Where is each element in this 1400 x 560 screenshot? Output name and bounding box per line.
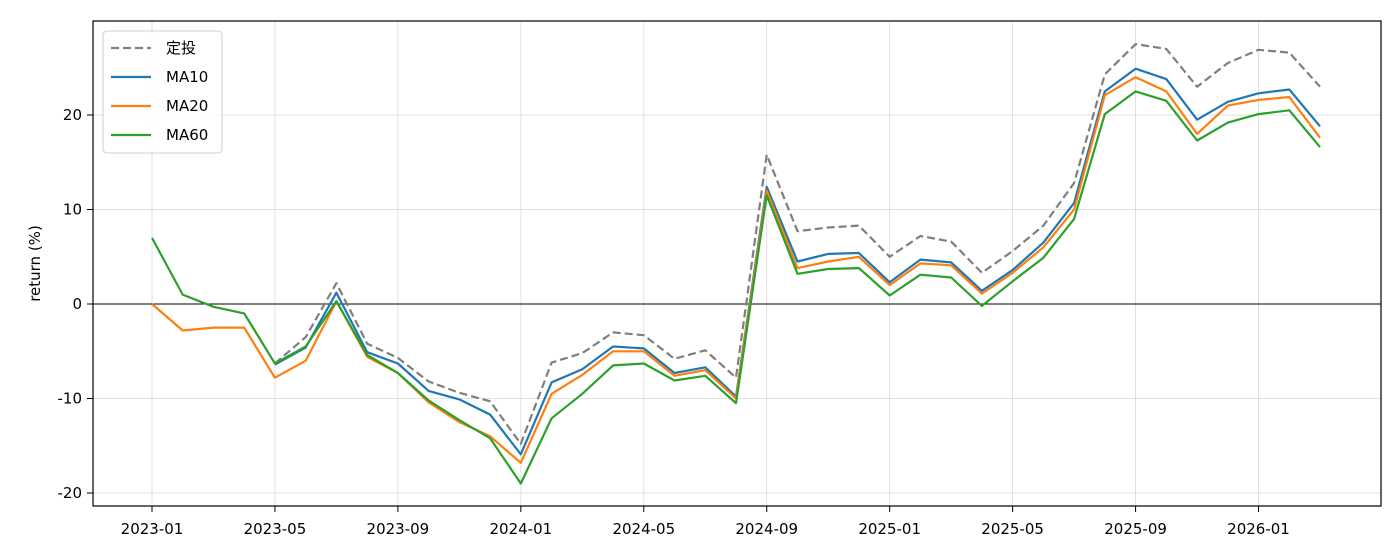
plot-area-frame: [92, 20, 1382, 507]
y-tick-label: -20: [58, 484, 83, 502]
x-tick-label: 2025-05: [981, 520, 1044, 538]
legend-label: 定投: [166, 39, 196, 57]
x-tick-label: 2024-05: [612, 520, 675, 538]
y-tick-label: -10: [58, 390, 83, 408]
legend: 定投 MA10 MA20 MA60: [102, 30, 223, 154]
legend-box: [102, 30, 223, 154]
x-tick-label: 2024-01: [489, 520, 552, 538]
x-tick-label: 2025-01: [858, 520, 921, 538]
series-line-ma60: [151, 90, 1321, 485]
y-axis-label: return (%): [26, 225, 44, 302]
series-line-ma20: [151, 76, 1321, 464]
x-axis: 2023-01 2023-05 2023-09 2024-01 2024-05 2024-…: [121, 506, 1290, 538]
y-tick-label: 20: [63, 106, 82, 124]
grid-lines: [93, 21, 1381, 506]
x-tick-label: 2023-09: [367, 520, 430, 538]
legend-label: MA10: [166, 68, 208, 86]
legend-label: MA60: [166, 126, 208, 144]
x-tick-label: 2026-01: [1227, 520, 1290, 538]
x-tick-label: 2025-09: [1104, 520, 1167, 538]
series-lines: [151, 42, 1321, 485]
y-tick-label: 10: [63, 201, 82, 219]
x-tick-label: 2023-05: [244, 520, 307, 538]
y-axis: 20 10 0 -10 -20: [58, 106, 93, 502]
x-tick-label: 2024-09: [735, 520, 798, 538]
series-line-定投: [274, 42, 1321, 445]
legend-label: MA20: [166, 97, 208, 115]
series-line-ma10: [274, 67, 1321, 456]
x-tick-label: 2023-01: [121, 520, 184, 538]
y-tick-label: 0: [72, 295, 82, 313]
